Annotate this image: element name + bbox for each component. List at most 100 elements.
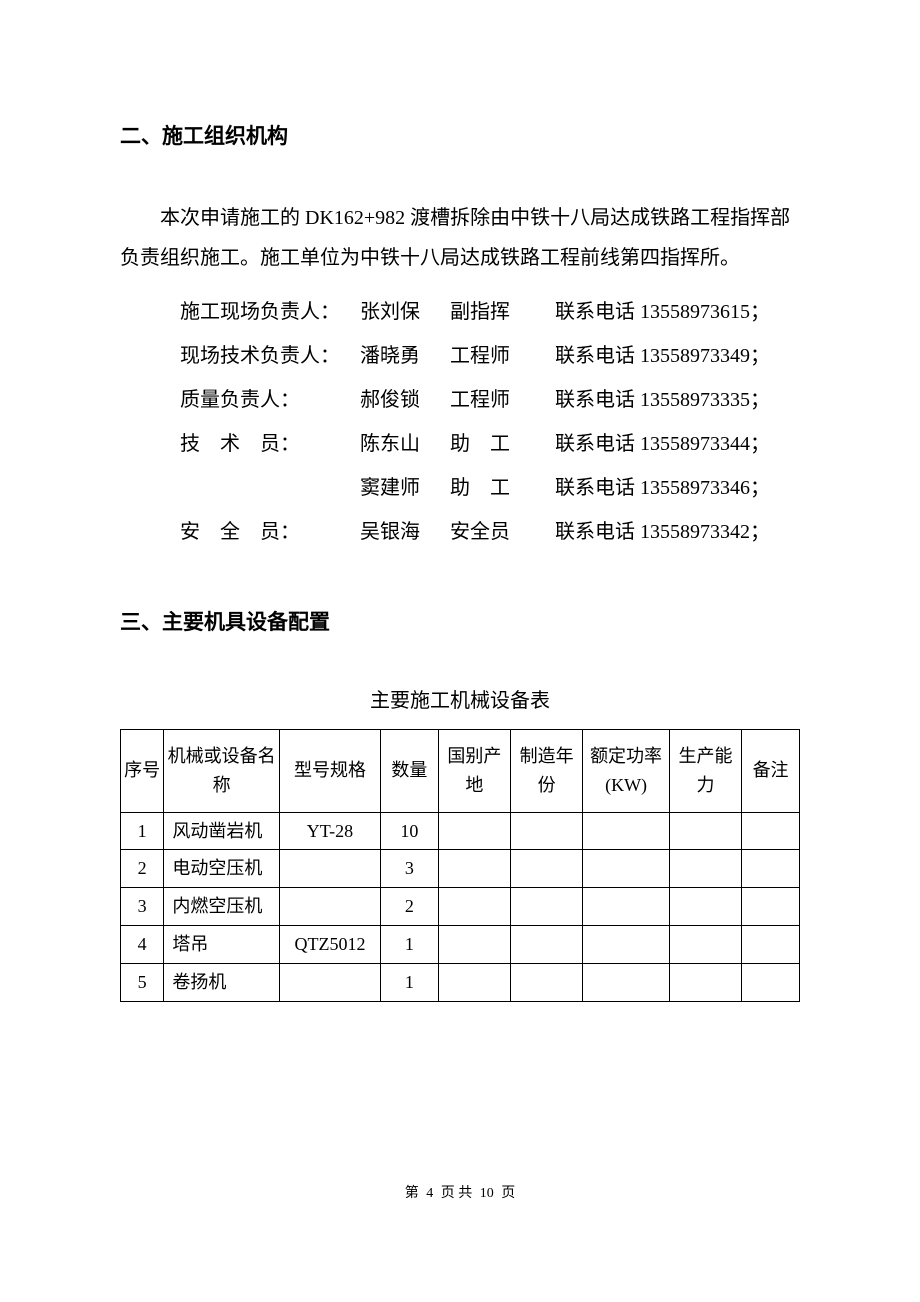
personnel-title: 安全员 [450, 510, 555, 554]
personnel-role: 施工现场负责人： [180, 290, 360, 334]
personnel-title: 工程师 [450, 378, 555, 422]
col-seq: 序号 [121, 730, 164, 813]
personnel-title: 副指挥 [450, 290, 555, 334]
cell-year [511, 925, 583, 963]
table-row: 2 电动空压机 3 [121, 850, 800, 888]
cell-remark [742, 925, 800, 963]
cell-power [583, 925, 670, 963]
cell-capacity [669, 888, 741, 926]
col-power: 额定功率(KW) [583, 730, 670, 813]
table-row: 5 卷扬机 1 [121, 963, 800, 1001]
footer-suffix: 页 [501, 1186, 515, 1201]
cell-qty: 3 [381, 850, 439, 888]
cell-name: 风动凿岩机 [164, 812, 280, 850]
table-row: 1 风动凿岩机 YT-28 10 [121, 812, 800, 850]
table-row: 3 内燃空压机 2 [121, 888, 800, 926]
cell-seq: 4 [121, 925, 164, 963]
personnel-row: 窦建师 助 工 联系电话 13558973346； [180, 466, 800, 510]
col-capacity: 生产能力 [669, 730, 741, 813]
personnel-name: 潘晓勇 [360, 334, 450, 378]
col-qty: 数量 [381, 730, 439, 813]
personnel-role: 技 术 员： [180, 422, 360, 466]
footer-prefix: 第 [405, 1186, 419, 1201]
cell-qty: 10 [381, 812, 439, 850]
cell-model [279, 850, 380, 888]
cell-qty: 2 [381, 888, 439, 926]
personnel-title: 助 工 [450, 422, 555, 466]
cell-capacity [669, 812, 741, 850]
footer-mid: 页 共 [441, 1186, 473, 1201]
cell-name: 卷扬机 [164, 963, 280, 1001]
cell-model: YT-28 [279, 812, 380, 850]
personnel-phone: 联系电话 13558973615； [555, 290, 800, 334]
cell-origin [438, 850, 510, 888]
personnel-name: 窦建师 [360, 466, 450, 510]
cell-capacity [669, 925, 741, 963]
cell-origin [438, 963, 510, 1001]
personnel-title: 助 工 [450, 466, 555, 510]
cell-model [279, 888, 380, 926]
cell-origin [438, 812, 510, 850]
footer-current: 4 [426, 1186, 433, 1201]
table-row: 4 塔吊 QTZ5012 1 [121, 925, 800, 963]
cell-remark [742, 963, 800, 1001]
col-year: 制造年份 [511, 730, 583, 813]
personnel-row: 技 术 员： 陈东山 助 工 联系电话 13558973344； [180, 422, 800, 466]
footer-total: 10 [480, 1186, 494, 1201]
personnel-phone: 联系电话 13558973335； [555, 378, 800, 422]
personnel-phone: 联系电话 13558973349； [555, 334, 800, 378]
cell-seq: 2 [121, 850, 164, 888]
personnel-role [180, 466, 360, 510]
personnel-row: 质量负责人： 郝俊锁 工程师 联系电话 13558973335； [180, 378, 800, 422]
section-3-heading: 三、主要机具设备配置 [120, 606, 800, 636]
cell-year [511, 850, 583, 888]
cell-name: 塔吊 [164, 925, 280, 963]
cell-origin [438, 888, 510, 926]
personnel-phone: 联系电话 13558973344； [555, 422, 800, 466]
cell-year [511, 812, 583, 850]
personnel-name: 郝俊锁 [360, 378, 450, 422]
col-origin: 国别产地 [438, 730, 510, 813]
cell-power [583, 963, 670, 1001]
cell-origin [438, 925, 510, 963]
cell-seq: 1 [121, 812, 164, 850]
personnel-role: 现场技术负责人： [180, 334, 360, 378]
personnel-title: 工程师 [450, 334, 555, 378]
cell-remark [742, 850, 800, 888]
personnel-list: 施工现场负责人： 张刘保 副指挥 联系电话 13558973615； 现场技术负… [120, 290, 800, 554]
intro-paragraph: 本次申请施工的 DK162+982 渡槽拆除由中铁十八局达成铁路工程指挥部负责组… [120, 198, 800, 278]
page-footer: 第 4 页 共 10 页 [0, 1182, 920, 1202]
personnel-row: 现场技术负责人： 潘晓勇 工程师 联系电话 13558973349； [180, 334, 800, 378]
col-name: 机械或设备名称 [164, 730, 280, 813]
equipment-table: 序号 机械或设备名称 型号规格 数量 国别产地 制造年份 额定功率(KW) 生产… [120, 729, 800, 1002]
cell-year [511, 963, 583, 1001]
cell-capacity [669, 963, 741, 1001]
cell-seq: 3 [121, 888, 164, 926]
cell-power [583, 888, 670, 926]
cell-seq: 5 [121, 963, 164, 1001]
personnel-name: 张刘保 [360, 290, 450, 334]
cell-model [279, 963, 380, 1001]
section-2-heading: 二、施工组织机构 [120, 120, 800, 150]
personnel-row: 施工现场负责人： 张刘保 副指挥 联系电话 13558973615； [180, 290, 800, 334]
personnel-phone: 联系电话 13558973346； [555, 466, 800, 510]
table-body: 1 风动凿岩机 YT-28 10 2 电动空压机 3 3 内燃空压机 2 [121, 812, 800, 1001]
table-title: 主要施工机械设备表 [120, 684, 800, 713]
col-model: 型号规格 [279, 730, 380, 813]
cell-qty: 1 [381, 963, 439, 1001]
personnel-phone: 联系电话 13558973342； [555, 510, 800, 554]
cell-model: QTZ5012 [279, 925, 380, 963]
cell-power [583, 812, 670, 850]
cell-name: 内燃空压机 [164, 888, 280, 926]
cell-remark [742, 812, 800, 850]
personnel-role: 安 全 员： [180, 510, 360, 554]
personnel-row: 安 全 员： 吴银海 安全员 联系电话 13558973342； [180, 510, 800, 554]
personnel-name: 陈东山 [360, 422, 450, 466]
col-remark: 备注 [742, 730, 800, 813]
personnel-role: 质量负责人： [180, 378, 360, 422]
cell-capacity [669, 850, 741, 888]
cell-name: 电动空压机 [164, 850, 280, 888]
cell-power [583, 850, 670, 888]
personnel-name: 吴银海 [360, 510, 450, 554]
table-header-row: 序号 机械或设备名称 型号规格 数量 国别产地 制造年份 额定功率(KW) 生产… [121, 730, 800, 813]
